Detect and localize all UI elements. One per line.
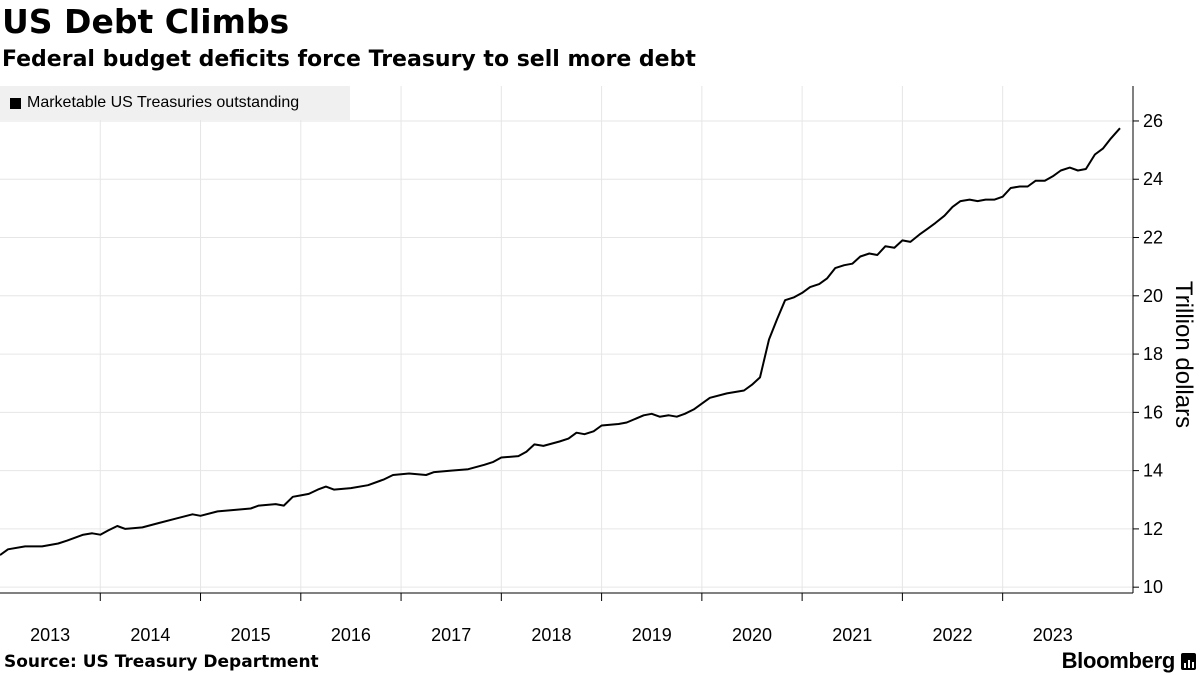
y-tick-label: 20: [1143, 286, 1163, 306]
brand-name: Bloomberg: [1061, 648, 1176, 673]
chart-subtitle: Federal budget deficits force Treasury t…: [2, 47, 696, 72]
y-tick-label: 26: [1143, 111, 1163, 131]
axis-layer: [0, 86, 1139, 601]
x-tick-label: 2014: [130, 625, 170, 645]
brand-logo: Bloomberg: [1062, 648, 1196, 674]
x-tick-label: 2022: [932, 625, 972, 645]
chart-title: US Debt Climbs: [2, 2, 290, 41]
grid-layer: [0, 86, 1133, 593]
x-tick-label: 2021: [832, 625, 872, 645]
x-tick-label: 2020: [732, 625, 772, 645]
x-tick-label: 2018: [531, 625, 571, 645]
y-tick-label: 12: [1143, 519, 1163, 539]
y-tick-label: 16: [1143, 402, 1163, 422]
y-axis-title: Trillion dollars: [1170, 281, 1197, 428]
x-tick-label: 2015: [231, 625, 271, 645]
x-tick-label: 2013: [30, 625, 70, 645]
x-tick-label: 2019: [632, 625, 672, 645]
series-layer: [0, 127, 1121, 556]
series-line: [0, 127, 1121, 556]
y-tick-label: 18: [1143, 344, 1163, 364]
y-tick-label: 24: [1143, 169, 1163, 189]
y-tick-label: 14: [1143, 461, 1163, 481]
legend-swatch: [10, 97, 21, 109]
y-tick-label: 10: [1143, 577, 1163, 597]
bar-chart-icon: [1181, 652, 1196, 670]
legend-label: Marketable US Treasuries outstanding: [27, 94, 300, 111]
source-note: Source: US Treasury Department: [4, 652, 319, 672]
x-tick-label: 2016: [331, 625, 371, 645]
x-tick-label: 2017: [431, 625, 471, 645]
x-tick-label: 2023: [1033, 625, 1073, 645]
legend: Marketable US Treasuries outstanding: [0, 86, 350, 120]
y-tick-label: 22: [1143, 228, 1163, 248]
